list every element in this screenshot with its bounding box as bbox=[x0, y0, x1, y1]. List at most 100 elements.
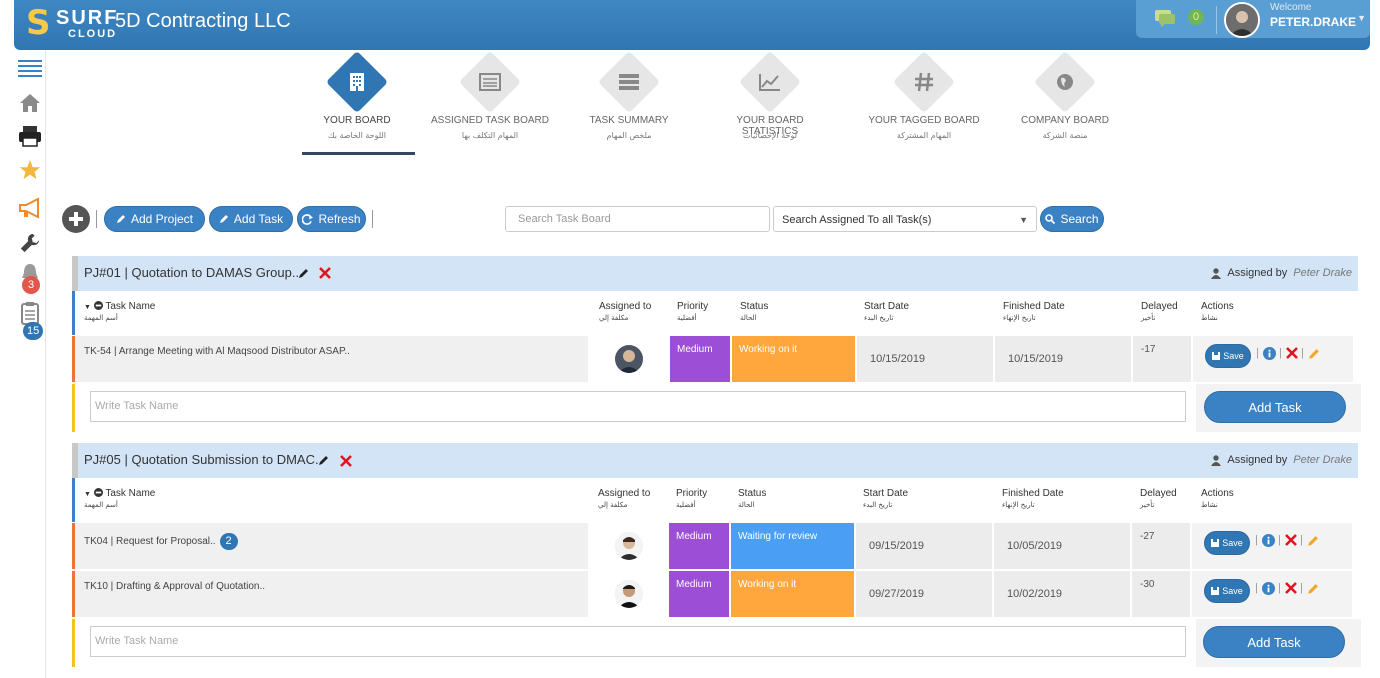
minus-circle-icon bbox=[93, 488, 103, 497]
assignee-avatar[interactable] bbox=[615, 532, 643, 560]
tab-task-summary[interactable]: TASK SUMMARY ملخص المهام bbox=[569, 50, 689, 152]
col-actions-label: Actions bbox=[1201, 301, 1234, 312]
assigned-by-name: Peter Drake bbox=[1293, 454, 1352, 466]
tab-assigned-task-board[interactable]: ASSIGNED TASK BOARD المهام التكلف بها bbox=[430, 50, 550, 152]
finished-date[interactable]: 10/05/2019 bbox=[994, 523, 1130, 569]
col-finished-date: Finished Date تاريخ الإنهاء bbox=[1003, 301, 1065, 322]
col-priority-arabic: أفضلية bbox=[676, 501, 696, 509]
add-project-button[interactable]: Add Project bbox=[104, 206, 205, 232]
col-assigned-to-label: Assigned to bbox=[599, 301, 652, 312]
search-button[interactable]: Search bbox=[1040, 206, 1104, 232]
edit-project-icon[interactable] bbox=[298, 266, 310, 284]
col-actions: Actions نشاط bbox=[1201, 301, 1234, 322]
delete-task-icon[interactable] bbox=[1285, 346, 1299, 360]
info-icon[interactable] bbox=[1261, 533, 1275, 547]
delete-task-icon[interactable] bbox=[1284, 581, 1298, 595]
col-delayed-label: Delayed bbox=[1141, 301, 1178, 312]
delete-project-icon[interactable] bbox=[319, 266, 331, 284]
tab-your-tagged-board[interactable]: YOUR TAGGED BOARD المهام المشتركة bbox=[864, 50, 984, 152]
star-icon[interactable] bbox=[17, 157, 43, 183]
user-avatar[interactable] bbox=[1224, 2, 1260, 38]
start-date[interactable]: 09/15/2019 bbox=[856, 523, 992, 569]
caret-down-icon: ▼ bbox=[1019, 215, 1028, 225]
comment-count-badge[interactable]: 2 bbox=[219, 533, 238, 550]
add-task-submit-button[interactable]: Add Task bbox=[1204, 391, 1346, 423]
status-badge[interactable]: Waiting for review bbox=[731, 523, 854, 569]
task-row: TK10 | Drafting & Approval of Quotation.… bbox=[72, 571, 1358, 617]
action-separator: | bbox=[1300, 534, 1303, 546]
tab-company-board[interactable]: COMPANY BOARD منصة الشركة bbox=[1005, 50, 1125, 152]
menu-icon[interactable] bbox=[17, 56, 43, 82]
assigned-to-select[interactable]: Search Assigned To all Task(s) ▼ bbox=[773, 206, 1037, 232]
building-icon bbox=[345, 70, 369, 94]
tasks-count-badge: 15 bbox=[23, 322, 44, 340]
add-task-button[interactable]: Add Task bbox=[209, 206, 293, 232]
col-start-date: Start Date تاريخ البدء bbox=[864, 301, 909, 322]
priority-badge[interactable]: Medium bbox=[669, 523, 729, 569]
surf-cloud-logo[interactable]: S SURF CLOUD bbox=[26, 6, 118, 44]
refresh-label: Refresh bbox=[318, 212, 361, 226]
search-task-board-input[interactable]: Search Task Board bbox=[505, 206, 770, 232]
chevron-down-icon[interactable]: ▼ bbox=[1357, 13, 1366, 23]
delete-task-icon[interactable] bbox=[1284, 533, 1298, 547]
assignee-avatar[interactable] bbox=[615, 345, 643, 373]
task-name-text: TK10 | Drafting & Approval of Quotation.… bbox=[84, 581, 266, 592]
toolbar-divider bbox=[96, 210, 97, 228]
task-name-text: TK-54 | Arrange Meeting with Al Maqsood … bbox=[84, 346, 350, 357]
col-task-name[interactable]: ▼ Task Name أسم المهمة bbox=[84, 301, 155, 322]
tab-label-arabic: اللوحة الخاصة بك bbox=[327, 131, 387, 140]
edit-task-icon[interactable] bbox=[1306, 581, 1320, 595]
save-button[interactable]: Save bbox=[1204, 531, 1250, 555]
task-name-cell[interactable]: TK04 | Request for Proposal.. 2 bbox=[75, 523, 588, 569]
task-name-cell[interactable]: TK10 | Drafting & Approval of Quotation.… bbox=[75, 571, 588, 617]
finished-date[interactable]: 10/02/2019 bbox=[994, 571, 1130, 617]
info-icon[interactable] bbox=[1262, 346, 1276, 360]
add-task-cell: Add Task bbox=[1196, 384, 1361, 432]
status-badge[interactable]: Working on it bbox=[731, 571, 854, 617]
project-title[interactable]: PJ#01 | Quotation to DAMAS Group.. bbox=[84, 265, 300, 280]
printer-icon[interactable] bbox=[17, 123, 43, 149]
col-finished-date-label: Finished Date bbox=[1003, 301, 1065, 312]
wrench-icon[interactable] bbox=[17, 230, 43, 256]
col-status: Status الحالة bbox=[738, 488, 766, 509]
sidebar: 3 15 bbox=[14, 50, 46, 678]
start-date[interactable]: 09/27/2019 bbox=[856, 571, 992, 617]
delayed-days: -27 bbox=[1132, 523, 1190, 569]
tab-label-arabic: منصة الشركة bbox=[1042, 131, 1088, 140]
megaphone-icon[interactable] bbox=[17, 195, 43, 221]
refresh-button[interactable]: Refresh bbox=[297, 206, 366, 232]
task-name-cell[interactable]: TK-54 | Arrange Meeting with Al Maqsood … bbox=[75, 336, 588, 382]
col-task-name-label: Task Name bbox=[105, 488, 156, 499]
tab-your-board[interactable]: YOUR BOARD اللوحة الخاصة بك bbox=[297, 50, 417, 155]
assignee-avatar[interactable] bbox=[615, 580, 643, 608]
start-date[interactable]: 10/15/2019 bbox=[857, 336, 993, 382]
save-button[interactable]: Save bbox=[1204, 579, 1250, 603]
tab-your-board-statistics[interactable]: YOUR BOARD STATISTICS لوحة الإحصائيات bbox=[710, 50, 830, 152]
edit-project-icon[interactable] bbox=[318, 453, 330, 471]
col-start-date-label: Start Date bbox=[863, 488, 909, 499]
project-panel: PJ#05 | Quotation Submission to DMAC.. A… bbox=[72, 443, 1361, 668]
info-icon[interactable] bbox=[1261, 581, 1275, 595]
minus-circle-icon bbox=[93, 301, 103, 310]
delete-project-icon[interactable] bbox=[340, 454, 352, 472]
priority-badge[interactable]: Medium bbox=[670, 336, 730, 382]
save-label: Save bbox=[1223, 351, 1244, 361]
save-button[interactable]: Save bbox=[1205, 344, 1251, 368]
project-title[interactable]: PJ#05 | Quotation Submission to DMAC.. bbox=[84, 452, 323, 467]
home-icon[interactable] bbox=[17, 90, 43, 116]
add-task-submit-button[interactable]: Add Task bbox=[1203, 626, 1345, 658]
col-task-name[interactable]: ▼ Task Name أسم المهمة bbox=[84, 488, 155, 509]
priority-badge[interactable]: Medium bbox=[669, 571, 729, 617]
finished-date[interactable]: 10/15/2019 bbox=[995, 336, 1131, 382]
add-task-cell: Add Task bbox=[1196, 619, 1361, 667]
user-name[interactable]: PETER.DRAKE bbox=[1270, 15, 1357, 29]
edit-task-icon[interactable] bbox=[1306, 533, 1320, 547]
messages-count-badge: 0 bbox=[1188, 9, 1204, 25]
messages-icon[interactable] bbox=[1154, 9, 1176, 27]
status-badge[interactable]: Working on it bbox=[732, 336, 855, 382]
edit-task-icon[interactable] bbox=[1307, 346, 1321, 360]
save-label: Save bbox=[1222, 538, 1243, 548]
write-task-name-input[interactable]: Write Task Name bbox=[90, 626, 1186, 657]
write-task-name-input[interactable]: Write Task Name bbox=[90, 391, 1186, 422]
add-circle-button[interactable] bbox=[62, 205, 90, 233]
